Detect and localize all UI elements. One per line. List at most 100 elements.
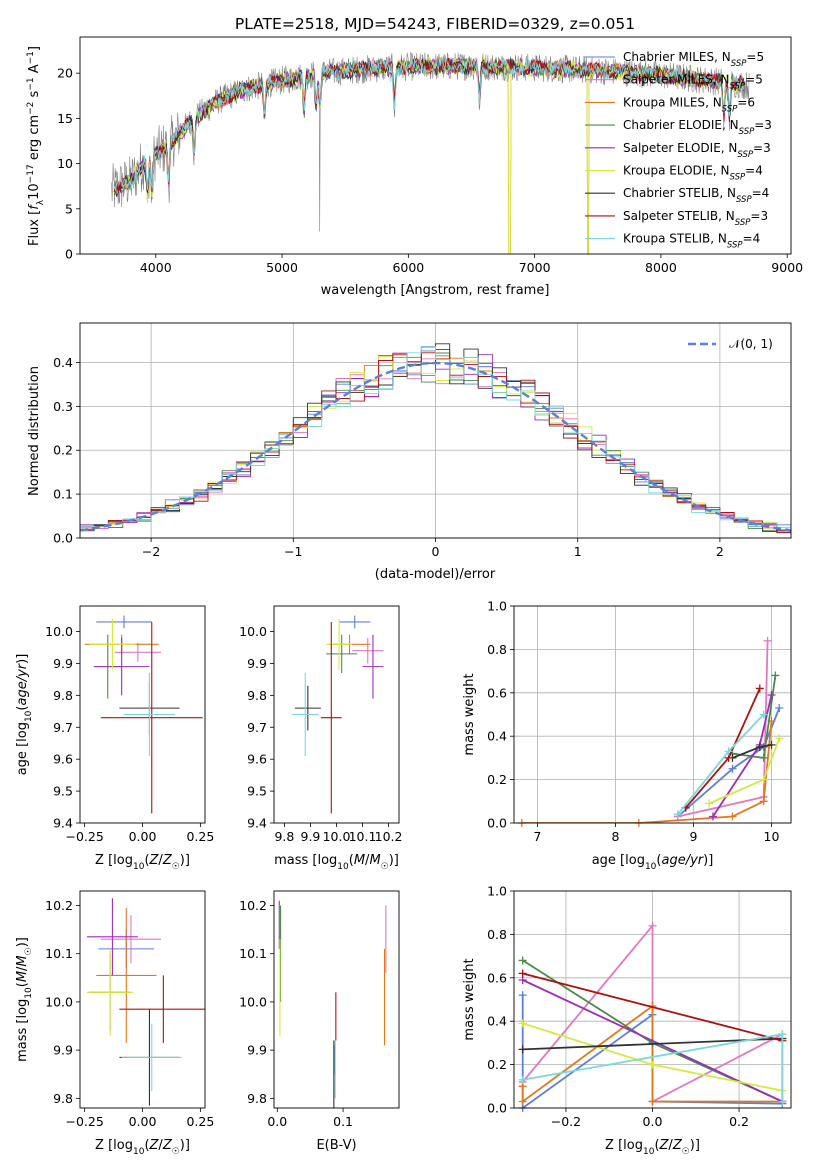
residuals-frame [79,322,792,539]
residuals-xtick-label: 0 [432,544,440,559]
age-vs-mass-xlabel: mass [log10(M/M☉)] [274,853,399,872]
weight-vs-age-point-marker [767,690,776,699]
mass-vs-z-ytick-label: 9.9 [53,1043,73,1058]
normal-reference-curve [80,361,791,532]
mass-vs-z-xtick-label: −0.25 [65,1114,103,1129]
spectrum-ytick-label: 0 [65,247,73,262]
spectrum-legend-label: Chabrier ELODIE, NSSP=3 [623,118,772,137]
spectrum-ytick-label: 20 [57,66,73,81]
mass-vs-ebv-ytick-label: 10.1 [239,946,267,961]
weight-vs-age-ytick-label: 0.0 [487,816,507,831]
weight-vs-age-panel: 7 8 9 10 0.0 0.2 0.4 0.6 0.8 1.0 age [log10(age/yr… [462,599,792,872]
weight-vs-age-point-marker [763,636,772,645]
spectrum-xtick-label: 4000 [140,260,172,275]
weight-vs-z-point-marker [518,969,527,978]
age-vs-z-ytick-label: 9.8 [53,688,73,703]
weight-vs-age-xtick-label: 10 [764,829,780,844]
spectrum-xtick-label: 9000 [771,260,803,275]
weight-vs-age-point-marker [728,764,737,773]
weight-vs-age-point-marker [724,747,733,756]
weight-vs-age-xtick-label: 8 [611,829,619,844]
residuals-ytick-label: 0.1 [53,487,73,502]
weight-vs-z-ytick-label: 0.4 [487,1014,507,1029]
mass-vs-z-ylabel: mass [log10(M/M☉)] [15,937,34,1062]
weight-vs-age-xlabel: age [log10(age/yr)] [592,853,714,872]
age-vs-z-ylabel: age [log10(age/yr)] [15,654,34,776]
weight-vs-age-xtick-label: 7 [533,829,541,844]
weight-vs-z-series-line [522,972,783,1042]
mass-vs-z-xlabel: Z [log10(Z/Z☉)] [95,1138,190,1157]
age-vs-z-ytick-label: 9.9 [53,656,73,671]
age-vs-z-ytick-label: 9.7 [53,720,73,735]
weight-vs-age-point-marker [728,812,737,821]
weight-vs-age-point-marker [759,797,768,806]
weight-vs-z-panel: −0.2 0.0 0.2 0.0 0.2 0.4 0.6 0.8 1.0 Z [log10(Z/Z… [462,884,792,1157]
figure-title: PLATE=2518, MJD=54243, FIBERID=0329, z=0… [235,15,635,33]
age-vs-z-ytick-label: 9.4 [53,816,73,831]
weight-vs-z-ytick-label: 0.2 [487,1057,507,1072]
mass-vs-z-ytick-label: 10.1 [45,946,73,961]
weight-vs-age-xtick-label: 9 [689,829,697,844]
age-vs-mass-ytick-label: 9.9 [247,656,267,671]
weight-vs-age-ytick-label: 0.4 [487,729,507,744]
weight-vs-z-point-marker [778,1030,787,1039]
residuals-xlabel: (data-model)/error [375,567,496,582]
mass-vs-ebv-panel: 0.0 0.1 9.8 9.9 10.0 10.1 10.2 E(B-V) [239,890,400,1153]
age-vs-mass-xtick-label: 10.2 [375,829,403,844]
weight-vs-age-point-marker [775,734,784,743]
residuals-ytick-label: 0.4 [53,355,73,370]
age-vs-mass-frame [273,605,400,824]
weight-vs-age-point-marker [759,753,768,762]
mass-vs-ebv-ytick-label: 9.8 [247,1091,267,1106]
spectrum-xtick-label: 6000 [392,260,424,275]
age-vs-mass-xtick-label: 9.9 [301,829,321,844]
mass-vs-ebv-xlabel: E(B-V) [316,1138,356,1153]
spectrum-ytick-label: 10 [57,156,73,171]
mass-vs-z-ytick-label: 9.8 [53,1091,73,1106]
weight-vs-z-ytick-label: 0.8 [487,927,507,942]
spectrum-legend-label: Kroupa STELIB, NSSP=4 [623,232,760,251]
age-vs-mass-ytick-label: 9.8 [247,688,267,703]
age-vs-z-ytick-label: 9.5 [53,784,73,799]
age-vs-mass-ytick-label: 9.6 [247,752,267,767]
spectrum-legend-label: Chabrier MILES, NSSP=5 [623,50,764,69]
spectrum-model-line [113,57,745,192]
mass-vs-ebv-ytick-label: 10.0 [239,994,267,1009]
spectrum-legend-label: Salpeter MILES, NSSP=5 [623,73,763,92]
weight-vs-age-point-marker [708,812,717,821]
weight-vs-z-xtick-label: 0.2 [729,1114,749,1129]
weight-vs-age-ytick-label: 0.6 [487,685,507,700]
weight-vs-age-point-marker [767,740,776,749]
spectrum-frame [79,36,792,255]
mass-vs-z-xtick-label: 0.25 [186,1114,214,1129]
spectrum-ytick-label: 5 [65,201,73,216]
spectrum-ylabel: Flux [fλ10−17 erg cm−2 s−1 A−1] [26,46,46,246]
weight-vs-z-point-marker [518,1097,527,1106]
mass-vs-ebv-frame [273,890,400,1109]
residuals-ytick-label: 0.2 [53,443,73,458]
spectrum-xlabel: wavelength [Angstrom, rest frame] [321,283,550,298]
spectrum-legend-label: Chabrier STELIB, NSSP=4 [623,186,769,205]
age-vs-mass-xtick-label: 10.0 [323,829,351,844]
weight-vs-age-point-marker [673,810,682,819]
age-vs-z-xlabel: Z [log10(Z/Z☉)] [95,853,190,872]
residuals-ytick-label: 0.3 [53,399,73,414]
weight-vs-z-point-marker [648,921,657,930]
weight-vs-z-series-line [522,1037,783,1051]
weight-vs-z-point-marker [518,1045,527,1054]
age-vs-mass-ytick-label: 10.0 [239,624,267,639]
age-vs-z-ytick-label: 10.0 [45,624,73,639]
mass-vs-ebv-ytick-label: 10.2 [239,898,267,913]
residuals-xtick-label: 2 [716,544,724,559]
weight-vs-age-ytick-label: 1.0 [487,599,507,614]
residuals-xtick-label: 1 [574,544,582,559]
spectrum-legend-label: Salpeter ELODIE, NSSP=3 [623,141,771,160]
weight-vs-z-point-marker [778,1097,787,1106]
spectrum-xtick-label: 7000 [519,260,551,275]
weight-vs-z-xlabel: Z [log10(Z/Z☉)] [605,1138,700,1157]
mass-vs-z-panel: −0.25 0.00 0.25 9.8 9.9 10.0 10.1 10.2 Z [log10(… [15,890,214,1157]
age-vs-mass-ytick-label: 9.5 [247,784,267,799]
mass-vs-z-frame [79,890,206,1109]
spectrum-xtick-label: 5000 [266,260,298,275]
